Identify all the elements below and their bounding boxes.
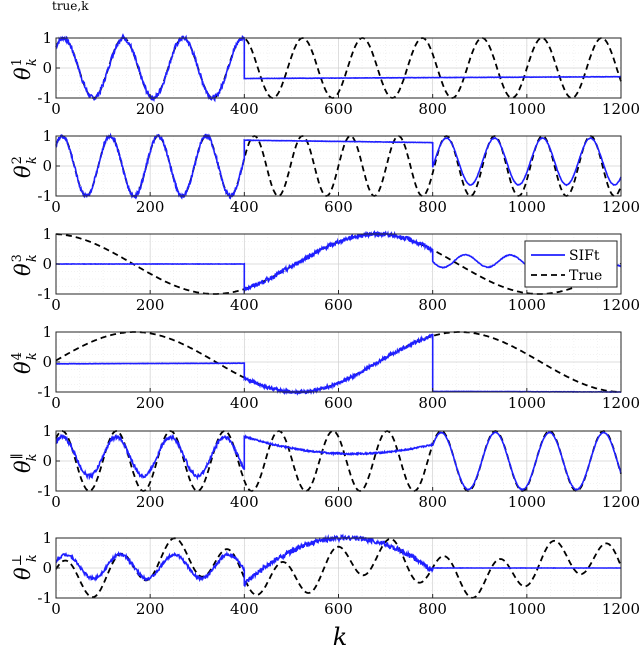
x-tick-label: 400 — [230, 198, 259, 216]
x-tick-label: 600 — [324, 493, 353, 511]
series-true-line — [56, 233, 622, 295]
series-true-line — [55, 430, 622, 492]
y-axis-label: θ4k — [10, 352, 40, 374]
x-tick-label: 1000 — [508, 198, 546, 216]
x-tick-label: 1000 — [508, 600, 546, 618]
x-tick-label: 200 — [136, 493, 165, 511]
y-tick-label: 0 — [42, 353, 52, 371]
y-tick-label: 0 — [42, 157, 52, 175]
x-tick-label: 400 — [230, 493, 259, 511]
x-tick-label: 1200 — [602, 198, 640, 216]
x-tick-label: 600 — [324, 100, 353, 118]
x-tick-label: 1000 — [508, 100, 546, 118]
legend-box — [524, 240, 618, 288]
y-tick-label: 0 — [42, 255, 52, 273]
x-tick-label: 600 — [324, 198, 353, 216]
x-tick-label: 600 — [324, 394, 353, 412]
y-tick-label: 0 — [42, 559, 52, 577]
y-axis-label: θ∥k — [10, 453, 40, 473]
x-tick-label: 800 — [418, 493, 447, 511]
x-tick-label: 400 — [230, 100, 259, 118]
y-tick-label: 1 — [42, 127, 52, 145]
legend: SIFt True — [524, 240, 618, 288]
x-tick-label: 1000 — [508, 296, 546, 314]
x-tick-label: 1000 — [508, 394, 546, 412]
x-tick-label: 200 — [136, 600, 165, 618]
y-axis-label: θ2k — [10, 156, 40, 178]
series-sift-line — [55, 533, 622, 588]
y-tick-label: -1 — [37, 89, 52, 107]
x-tick-label: 0 — [51, 296, 61, 314]
x-tick-label: 1200 — [602, 493, 640, 511]
x-tick-label: 400 — [230, 600, 259, 618]
y-tick-label: -1 — [37, 383, 52, 401]
y-tick-label: 0 — [42, 59, 52, 77]
x-tick-label: 600 — [324, 296, 353, 314]
y-tick-label: -1 — [37, 187, 52, 205]
x-tick-label: 0 — [51, 100, 61, 118]
x-tick-label: 1200 — [602, 600, 640, 618]
series-true-line — [55, 37, 622, 99]
x-tick-label: 0 — [51, 493, 61, 511]
legend-label: SIFt — [569, 248, 600, 264]
legend-label: True — [569, 268, 602, 284]
top-fragment: true,k — [52, 0, 89, 13]
series-true-line — [55, 135, 622, 197]
series-sift-line — [55, 431, 622, 491]
x-tick-label: 400 — [230, 394, 259, 412]
x-tick-label: 1200 — [602, 100, 640, 118]
y-tick-label: 1 — [42, 323, 52, 341]
x-axis-label: k — [333, 623, 348, 651]
x-tick-label: 1200 — [602, 394, 640, 412]
x-tick-label: 0 — [51, 600, 61, 618]
x-tick-label: 800 — [418, 600, 447, 618]
y-tick-label: 1 — [42, 422, 52, 440]
x-tick-label: 400 — [230, 296, 259, 314]
x-tick-label: 800 — [418, 100, 447, 118]
y-tick-label: 1 — [42, 225, 52, 243]
x-tick-label: 800 — [418, 198, 447, 216]
x-tick-label: 0 — [51, 394, 61, 412]
y-axis-label: θ3k — [10, 254, 40, 276]
x-tick-label: 1000 — [508, 493, 546, 511]
x-tick-label: 600 — [324, 600, 353, 618]
series-true-line — [55, 537, 622, 599]
y-axis-label: θ⊥k — [10, 554, 40, 580]
y-tick-label: -1 — [37, 589, 52, 607]
x-tick-label: 800 — [418, 394, 447, 412]
y-tick-label: 0 — [42, 452, 52, 470]
x-tick-label: 200 — [136, 394, 165, 412]
y-tick-label: -1 — [37, 285, 52, 303]
y-tick-label: 1 — [42, 29, 52, 47]
y-tick-label: -1 — [37, 482, 52, 500]
x-tick-label: 1200 — [602, 296, 640, 314]
y-tick-label: 1 — [42, 529, 52, 547]
x-tick-label: 800 — [418, 296, 447, 314]
series-sift-line — [55, 132, 622, 200]
x-tick-label: 0 — [51, 198, 61, 216]
y-axis-label: θ1k — [10, 58, 40, 80]
x-tick-label: 200 — [136, 296, 165, 314]
x-tick-label: 200 — [136, 100, 165, 118]
x-tick-label: 200 — [136, 198, 165, 216]
